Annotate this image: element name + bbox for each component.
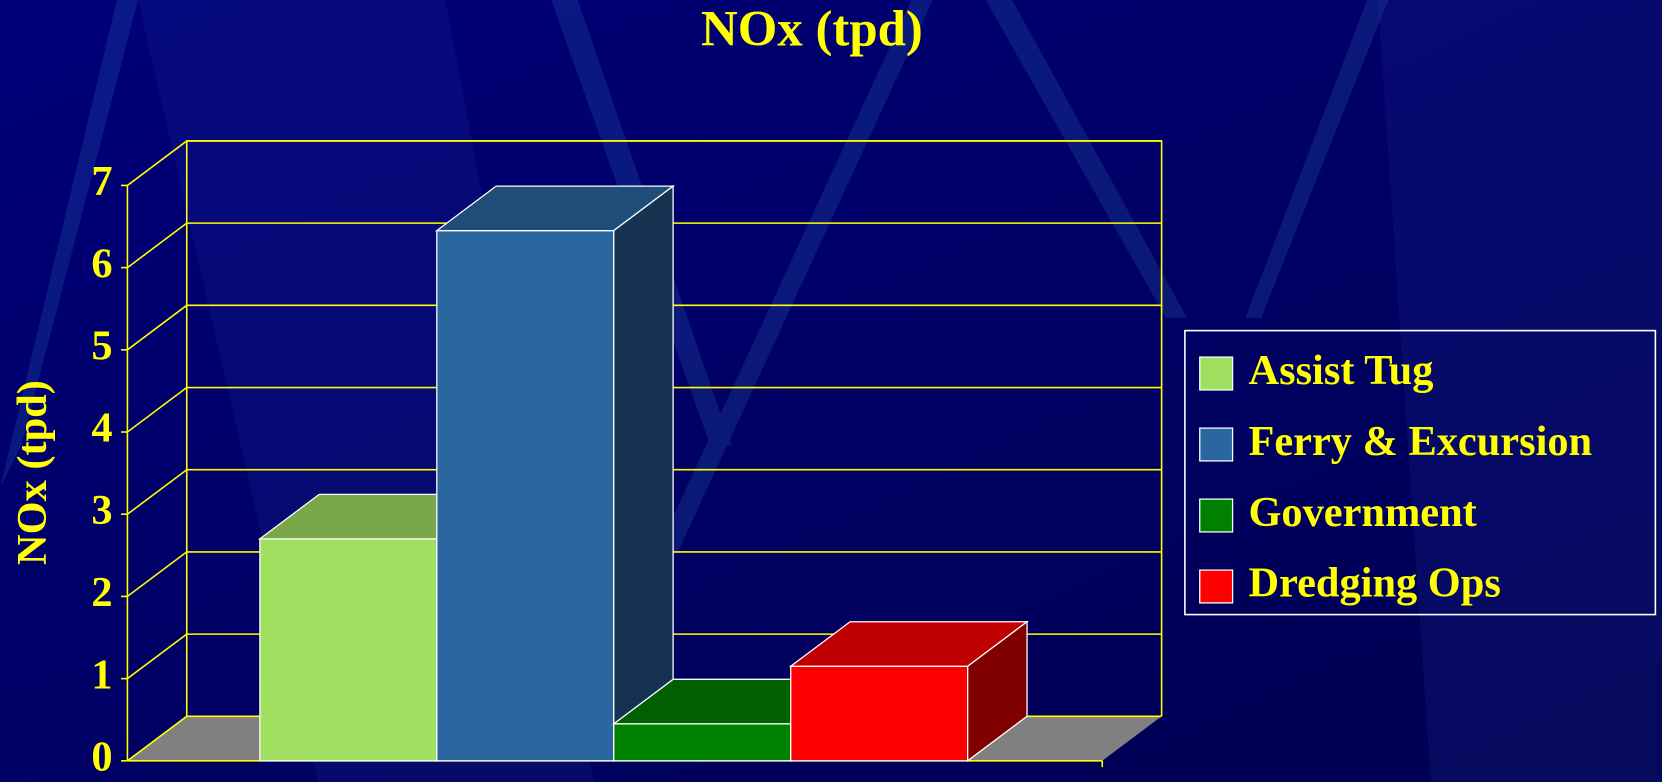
legend-label: Government: [1248, 489, 1476, 536]
legend-swatch: [1199, 498, 1234, 533]
legend-swatch: [1199, 356, 1234, 391]
y-tick-label: 7: [91, 158, 112, 205]
bar: [259, 538, 438, 762]
bar: [436, 230, 615, 762]
legend-swatch: [1199, 569, 1234, 604]
y-tick-label: 1: [91, 651, 112, 698]
bar: [790, 665, 969, 762]
legend-label: Dredging Ops: [1248, 560, 1500, 607]
side-grid-line: [126, 551, 188, 598]
bar: [613, 723, 792, 762]
y-tick-label: 6: [91, 240, 112, 287]
chart-title: NOx (tpd): [701, 2, 923, 58]
side-grid-line: [126, 715, 188, 762]
side-grid-line: [126, 304, 188, 351]
side-grid-line: [126, 633, 188, 680]
y-tick-label: 0: [91, 734, 112, 781]
y-tick-label: 5: [91, 323, 112, 370]
legend-swatch: [1199, 427, 1234, 462]
bar-side: [967, 620, 1028, 763]
y-axis-label: NOx (tpd): [9, 380, 56, 565]
legend-box: [1184, 329, 1657, 616]
legend-label: Assist Tug: [1248, 347, 1433, 394]
y-tick-label: 2: [91, 569, 112, 616]
y-tick-label: 4: [91, 405, 112, 452]
side-grid-line: [126, 469, 188, 515]
legend-label: Ferry & Excursion: [1248, 418, 1592, 465]
side-grid-line: [126, 386, 188, 433]
bar-side: [613, 184, 674, 763]
y-tick-label: 3: [91, 487, 112, 534]
side-grid-line: [126, 222, 188, 269]
side-grid-line: [126, 140, 188, 187]
